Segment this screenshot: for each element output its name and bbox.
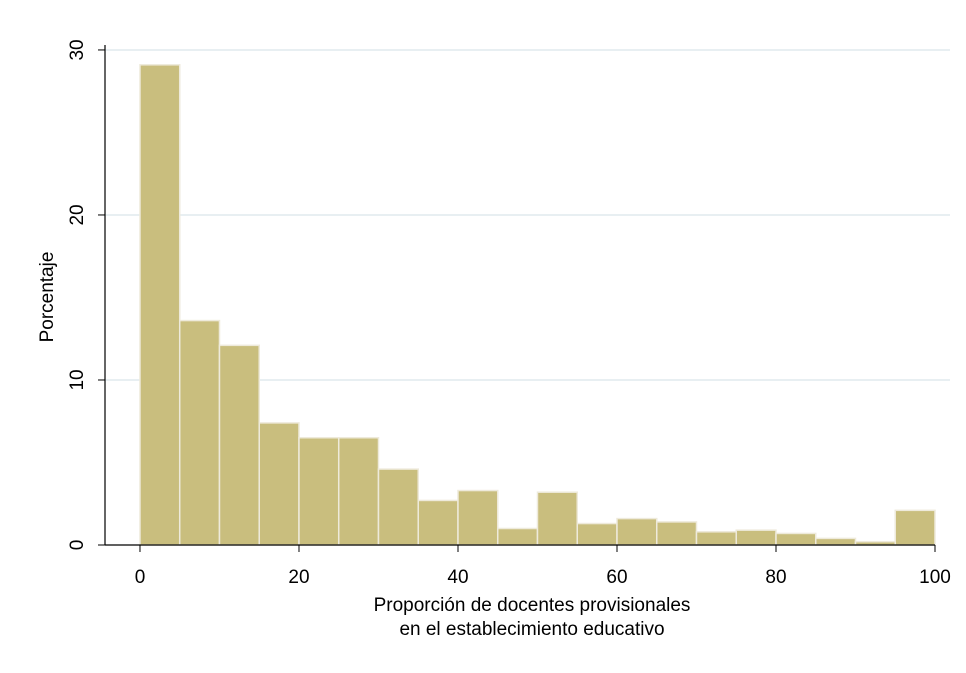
x-tick-label: 80 [765, 567, 786, 588]
bar [496, 527, 539, 546]
x-tick-label: 0 [135, 567, 146, 588]
bar [218, 344, 260, 546]
y-tick-label: 30 [67, 39, 88, 60]
bar [258, 422, 300, 546]
x-tick-label: 100 [919, 567, 951, 588]
bar [616, 517, 658, 546]
x-axis-title: en el establecimiento educativo [399, 619, 664, 640]
x-tick-label: 60 [606, 567, 627, 588]
y-tick-label: 10 [67, 369, 88, 390]
bar [536, 491, 578, 546]
x-tick-label: 20 [288, 567, 309, 588]
bar [178, 319, 221, 546]
bar [735, 529, 777, 546]
y-tick-label: 20 [67, 204, 88, 225]
bar [298, 436, 340, 546]
bar [894, 509, 936, 546]
bar [377, 468, 419, 546]
bar [139, 64, 181, 546]
y-axis-title: Porcentaje [37, 252, 58, 343]
x-tick-label: 40 [447, 567, 468, 588]
y-tick-label: 0 [67, 540, 88, 551]
bar [576, 522, 618, 546]
bar [337, 436, 380, 546]
bar [814, 537, 857, 546]
bar [775, 532, 817, 546]
bar [457, 489, 499, 546]
bar [695, 531, 737, 546]
bar [655, 521, 698, 546]
bar [417, 499, 459, 546]
x-axis-title: Proporción de docentes provisionales [374, 595, 691, 616]
